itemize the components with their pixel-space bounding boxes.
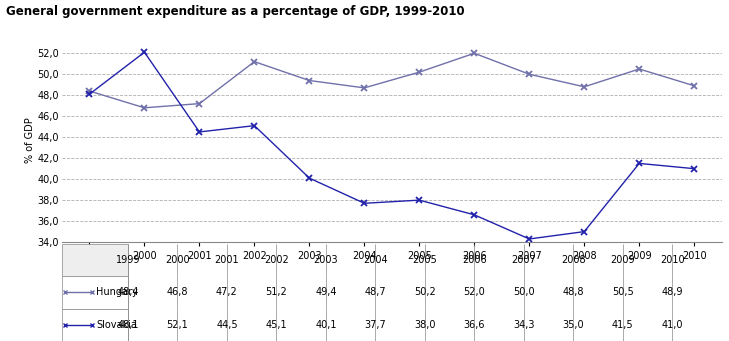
Text: 48,4: 48,4: [117, 287, 139, 297]
Text: 41,5: 41,5: [612, 320, 634, 330]
Text: 50,2: 50,2: [414, 287, 436, 297]
Text: 2000: 2000: [165, 255, 190, 265]
Text: Slovakia: Slovakia: [96, 320, 137, 330]
Text: 50,5: 50,5: [612, 287, 634, 297]
Text: 48,7: 48,7: [364, 287, 386, 297]
Text: 46,8: 46,8: [167, 287, 188, 297]
Text: 2009: 2009: [610, 255, 635, 265]
Text: Hungary: Hungary: [96, 287, 138, 297]
Text: 34,3: 34,3: [513, 320, 534, 330]
Text: 51,2: 51,2: [265, 287, 287, 297]
Y-axis label: % of GDP: % of GDP: [25, 117, 35, 163]
Text: 2006: 2006: [462, 255, 487, 265]
Text: 50,0: 50,0: [513, 287, 534, 297]
Text: 48,9: 48,9: [661, 287, 683, 297]
Text: 52,1: 52,1: [166, 320, 188, 330]
Bar: [62, 309, 128, 341]
Text: General government expenditure as a percentage of GDP, 1999-2010: General government expenditure as a perc…: [6, 5, 464, 18]
Text: 41,0: 41,0: [661, 320, 683, 330]
Text: 40,1: 40,1: [315, 320, 337, 330]
Text: 2007: 2007: [512, 255, 536, 265]
Text: 2008: 2008: [561, 255, 585, 265]
Text: 49,4: 49,4: [315, 287, 337, 297]
Text: 2001: 2001: [214, 255, 239, 265]
Text: 36,6: 36,6: [464, 320, 485, 330]
Text: 44,5: 44,5: [216, 320, 238, 330]
Text: 38,0: 38,0: [414, 320, 435, 330]
Text: 2005: 2005: [413, 255, 437, 265]
Text: 47,2: 47,2: [216, 287, 238, 297]
Text: 2003: 2003: [313, 255, 338, 265]
Text: 37,7: 37,7: [364, 320, 386, 330]
Text: 48,1: 48,1: [117, 320, 139, 330]
Text: 52,0: 52,0: [464, 287, 486, 297]
Bar: [62, 276, 128, 309]
Text: 2002: 2002: [264, 255, 289, 265]
Bar: [62, 244, 128, 276]
Text: 48,8: 48,8: [563, 287, 584, 297]
Text: 35,0: 35,0: [563, 320, 584, 330]
Text: 2010: 2010: [660, 255, 685, 265]
Text: 45,1: 45,1: [265, 320, 287, 330]
Text: 1999: 1999: [116, 255, 140, 265]
Text: 2004: 2004: [363, 255, 388, 265]
